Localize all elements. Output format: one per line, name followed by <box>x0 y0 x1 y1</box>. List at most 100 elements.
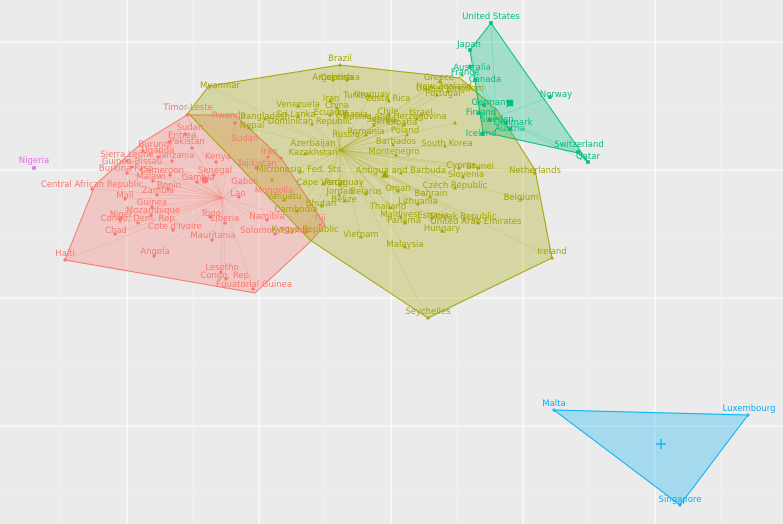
spoke-olive-45 <box>339 149 419 205</box>
spoke-green-1 <box>469 49 497 118</box>
spoke-red-10 <box>131 166 223 199</box>
label-red-20: Sudan <box>177 123 204 133</box>
label-olive-120: Seychelles <box>405 307 451 317</box>
spoke-olive-11 <box>339 100 390 151</box>
spoke-olive-14 <box>329 114 341 151</box>
point-olive-12 <box>296 103 300 108</box>
label-red-25: Sierra Leone <box>100 150 153 160</box>
point-olive-57 <box>533 170 537 175</box>
point-olive-7 <box>446 88 450 93</box>
label-red-19: Rwanda <box>212 111 246 121</box>
label-green-10: Austria <box>495 124 525 134</box>
spoke-green-12 <box>495 116 589 163</box>
label-olive-87: Barbados <box>376 137 417 147</box>
point-green-8 <box>504 121 508 125</box>
spoke-olive-18 <box>339 122 456 151</box>
label-red-31: Senegal <box>198 166 232 176</box>
label-olive-96: Paraguay <box>324 178 364 188</box>
spoke-red-19 <box>124 197 223 200</box>
label-olive-91: Antigua and Barbuda <box>356 166 446 176</box>
point-magenta-0 <box>32 166 36 170</box>
spoke-olive-40 <box>339 149 367 195</box>
label-red-53: Iraq <box>261 147 278 157</box>
spoke-olive-44 <box>339 149 391 209</box>
spoke-red-4 <box>191 147 223 199</box>
point-green-6 <box>477 111 481 115</box>
label-red-22: Pakistan <box>169 137 205 147</box>
point-olive-38 <box>320 203 324 208</box>
point-olive-41 <box>396 188 400 193</box>
label-green-8: Sweden <box>480 115 514 125</box>
spoke-green-6 <box>478 112 497 118</box>
point-red-14 <box>151 179 155 183</box>
label-olive-81: Dominican Republic <box>268 117 353 127</box>
label-red-34: Central African Republic <box>41 180 144 190</box>
point-olive-55 <box>359 234 363 239</box>
label-olive-68: Portugal <box>425 89 460 99</box>
point-red-35 <box>266 155 270 159</box>
point-olive-25 <box>405 132 409 137</box>
point-green-9 <box>508 127 512 131</box>
label-olive-121: Samoa <box>366 115 395 125</box>
label-olive-74: Turkey <box>342 91 371 101</box>
point-olive-53 <box>440 228 444 233</box>
label-olive-117: Netherlands <box>509 166 561 176</box>
point-red-28 <box>210 238 214 242</box>
spoke-red-9 <box>215 161 223 199</box>
spoke-olive-32 <box>339 149 460 169</box>
spoke-olive-24 <box>339 134 367 151</box>
label-red-27: Kenya <box>205 152 231 162</box>
label-green-4: Canada <box>469 75 501 85</box>
spoke-olive-1 <box>208 85 341 151</box>
label-olive-69: Uruguay <box>354 90 390 100</box>
spoke-olive-51 <box>339 149 406 224</box>
label-olive-123: Azerbaijan <box>291 139 336 149</box>
point-red-8 <box>170 159 174 163</box>
label-olive-109: Estonia <box>417 211 448 221</box>
label-red-58: Fiji <box>314 214 325 224</box>
spoke-red-37 <box>221 196 240 199</box>
label-olive-71: Costa Rica <box>366 94 411 104</box>
spoke-green-10 <box>481 116 497 135</box>
point-labels: United StatesJapanAustraliaFranceCanadaN… <box>19 12 776 505</box>
point-olive-31 <box>399 170 403 175</box>
point-red-13 <box>212 173 216 177</box>
spoke-red-33 <box>221 197 254 290</box>
point-olive-1 <box>207 83 211 88</box>
spoke-red-23 <box>209 197 223 218</box>
label-red-51: Equatorial Guinea <box>216 280 292 290</box>
label-red-46: Mauritania <box>190 231 235 241</box>
spoke-olive-57 <box>339 149 536 174</box>
label-green-5: Norway <box>540 90 572 100</box>
hull-olive <box>187 64 553 319</box>
spoke-olive-50 <box>339 149 465 220</box>
spoke-olive-27 <box>339 145 446 151</box>
spoke-olive-46 <box>296 149 341 212</box>
label-red-18: Timor-Leste <box>162 103 213 113</box>
spoke-red-13 <box>213 174 223 199</box>
spoke-olive-29 <box>304 149 341 155</box>
label-red-32: Malawi <box>136 172 165 182</box>
label-olive-78: Israel <box>409 108 432 118</box>
spoke-red-40 <box>221 197 321 226</box>
spoke-red-25 <box>221 197 226 224</box>
label-olive-122: Kazakhstan <box>289 148 338 158</box>
label-olive-95: Cape Verde <box>297 178 346 188</box>
label-olive-106: Cambodia <box>275 205 318 215</box>
point-red-1 <box>233 121 237 125</box>
point-red-9 <box>214 160 218 164</box>
point-olive-19 <box>402 122 406 127</box>
spoke-green-4 <box>495 96 551 118</box>
point-red-10 <box>130 165 134 169</box>
label-red-57: Solomon Islands <box>240 226 310 236</box>
spoke-olive-17 <box>339 114 422 151</box>
point-olive-42 <box>428 194 432 199</box>
spoke-olive-52 <box>339 149 479 224</box>
spoke-olive-25 <box>339 134 408 151</box>
point-olive-4 <box>438 78 442 83</box>
spoke-green-3 <box>474 79 497 118</box>
spoke-red-11 <box>126 172 223 199</box>
point-olive-9 <box>368 93 372 98</box>
label-red-23: Burundi <box>138 140 171 150</box>
